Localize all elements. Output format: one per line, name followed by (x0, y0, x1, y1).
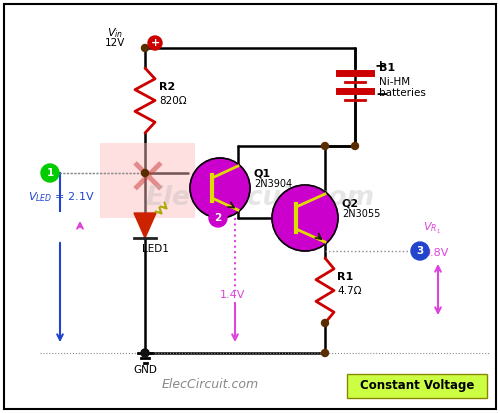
Text: ElecCircuit.com: ElecCircuit.com (146, 185, 374, 211)
Circle shape (142, 169, 148, 176)
Circle shape (352, 142, 358, 150)
Text: 3: 3 (416, 246, 424, 256)
Text: ElecCircuit.com: ElecCircuit.com (162, 378, 258, 392)
Circle shape (141, 349, 149, 357)
Text: 820Ω: 820Ω (159, 97, 186, 107)
Text: batteries: batteries (379, 88, 426, 98)
Text: 1: 1 (46, 168, 54, 178)
Text: Ni-HM: Ni-HM (379, 77, 410, 87)
Circle shape (41, 164, 59, 182)
Text: 1.4V: 1.4V (220, 290, 246, 300)
Text: +: + (375, 59, 386, 73)
Circle shape (322, 349, 328, 356)
FancyBboxPatch shape (100, 143, 195, 218)
Circle shape (148, 36, 162, 50)
Text: R1: R1 (337, 273, 353, 282)
Text: Q2: Q2 (342, 198, 359, 208)
Circle shape (142, 45, 148, 52)
Text: ✕: ✕ (127, 157, 169, 205)
Circle shape (209, 209, 227, 227)
Text: 0.8V: 0.8V (423, 248, 448, 258)
Text: Constant Voltage: Constant Voltage (360, 380, 474, 392)
Text: $V_{R_1}$: $V_{R_1}$ (423, 221, 441, 236)
Text: 2N3055: 2N3055 (342, 209, 380, 219)
Text: R2: R2 (159, 83, 176, 93)
Text: $V_{LED}$ = 2.1V: $V_{LED}$ = 2.1V (28, 190, 95, 204)
Text: +: + (150, 38, 160, 48)
Text: 4.7Ω: 4.7Ω (337, 285, 361, 295)
Text: LED1: LED1 (142, 244, 169, 254)
Text: 2: 2 (214, 213, 222, 223)
Text: B1: B1 (379, 63, 395, 73)
Text: 2N3904: 2N3904 (254, 179, 292, 189)
FancyBboxPatch shape (347, 374, 487, 398)
Text: −: − (375, 87, 388, 102)
Circle shape (190, 158, 250, 218)
Polygon shape (134, 213, 156, 238)
Circle shape (272, 185, 338, 251)
Text: $V_{in}$: $V_{in}$ (107, 26, 123, 40)
Text: GND: GND (133, 365, 157, 375)
FancyBboxPatch shape (4, 4, 496, 409)
Text: Q1: Q1 (254, 168, 271, 178)
Circle shape (322, 142, 328, 150)
Circle shape (411, 242, 429, 260)
Text: 12V: 12V (105, 38, 125, 48)
Circle shape (322, 320, 328, 327)
